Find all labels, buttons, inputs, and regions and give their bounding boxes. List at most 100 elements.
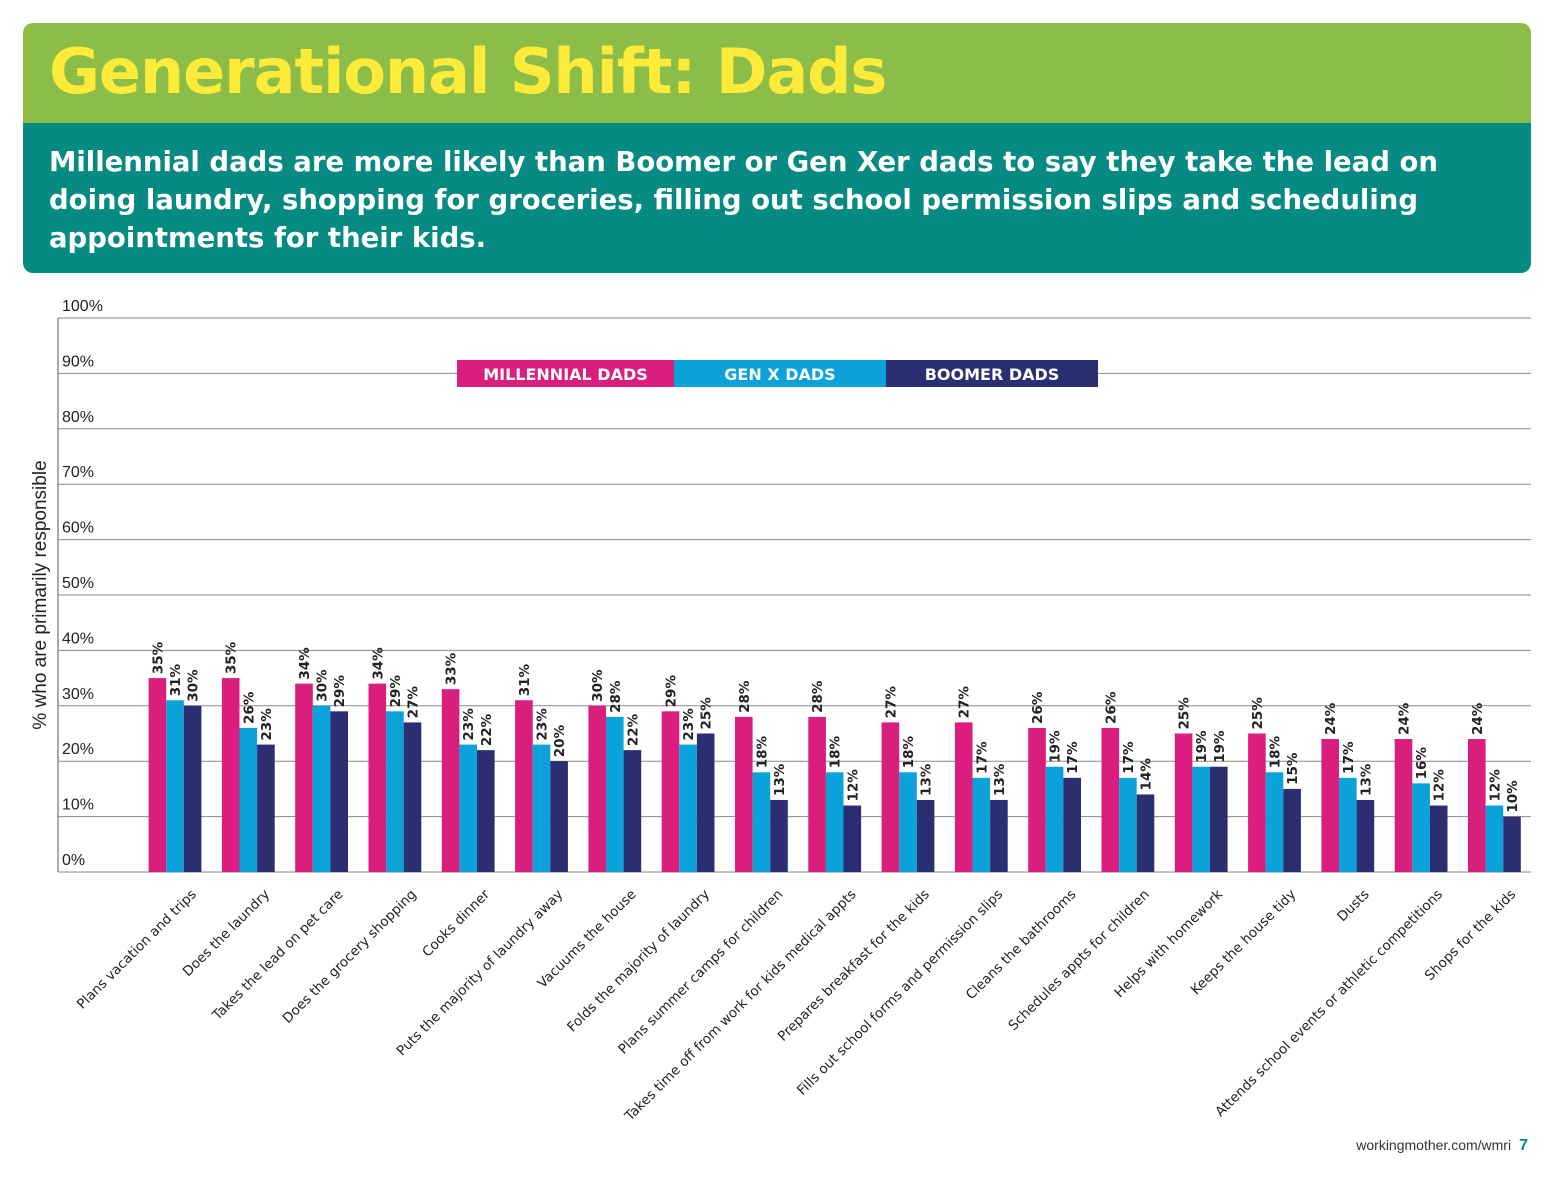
page-number: 7	[1519, 1137, 1528, 1154]
bar	[1063, 777, 1081, 872]
bar-value-label: 29%	[388, 675, 404, 708]
bar-value-label: 31%	[517, 663, 533, 696]
bar	[1283, 788, 1301, 872]
bar-value-label: 27%	[883, 686, 899, 719]
bar	[1265, 772, 1284, 872]
bar	[532, 744, 551, 872]
y-axis-title: % who are primarily responsible	[30, 460, 51, 729]
bar-value-label: 13%	[919, 763, 935, 796]
y-tick-label: 40%	[62, 630, 94, 647]
bar	[1503, 816, 1521, 872]
bar	[770, 799, 788, 872]
bar-value-label: 26%	[1103, 691, 1119, 724]
bar	[1412, 783, 1430, 872]
bar-value-label: 35%	[150, 641, 166, 674]
bar	[1321, 739, 1339, 872]
bar	[623, 750, 642, 872]
bar	[295, 683, 313, 872]
bar	[752, 772, 771, 872]
legend-swatch	[457, 360, 674, 387]
bar-value-label: 19%	[1048, 730, 1064, 763]
bar-value-label: 24%	[1323, 702, 1339, 735]
bar	[954, 722, 973, 872]
bar	[588, 705, 606, 872]
bar-value-label: 22%	[479, 713, 495, 746]
bar-value-label: 26%	[241, 691, 257, 724]
y-tick-label: 80%	[62, 409, 94, 426]
bar-value-label: 31%	[168, 663, 184, 696]
bar-value-label: 23%	[461, 708, 477, 741]
bar	[403, 722, 422, 872]
bar	[696, 733, 715, 872]
bar-value-label: 18%	[828, 735, 844, 768]
bar	[1339, 777, 1357, 872]
bar-value-label: 16%	[1414, 747, 1430, 780]
bar-value-label: 20%	[552, 724, 568, 757]
category-label: Puts the majority of laundry away	[394, 887, 567, 1060]
bar	[679, 744, 697, 872]
bar-value-label: 23%	[259, 708, 275, 741]
category-label: Attends school events or athletic compet…	[1212, 887, 1446, 1121]
category-label: Plans vacation and trips	[74, 887, 200, 1013]
bar	[386, 711, 404, 872]
page-subtitle: Millennial dads are more likely than Boo…	[49, 146, 1438, 254]
bar	[1174, 733, 1193, 872]
y-tick-label: 0%	[62, 852, 85, 869]
bar-value-label: 28%	[737, 680, 753, 713]
footer-url[interactable]: workingmother.com/wmri	[1356, 1137, 1512, 1153]
bar-value-label: 28%	[810, 680, 826, 713]
bar	[881, 722, 900, 872]
y-tick-label: 10%	[62, 797, 94, 814]
footer: workingmother.com/wmri 7	[1356, 1137, 1528, 1155]
legend-label: BOOMER DADS	[925, 365, 1060, 384]
bar	[735, 716, 753, 872]
bar-value-label: 29%	[664, 675, 680, 708]
bar-value-label: 12%	[845, 769, 861, 802]
bar-value-label: 25%	[1250, 697, 1266, 730]
bar-value-label: 18%	[901, 735, 917, 768]
bar	[166, 700, 184, 872]
bar-value-label: 15%	[1285, 752, 1301, 785]
bar-value-label: 24%	[1470, 702, 1486, 735]
category-label: Does the grocery shopping	[280, 887, 420, 1027]
bar	[1485, 805, 1504, 872]
y-tick-label: 100%	[62, 298, 103, 315]
title-band: Generational Shift: Dads	[23, 23, 1531, 123]
legend-swatch	[886, 360, 1098, 387]
bar	[257, 744, 275, 872]
bar-value-label: 17%	[1341, 741, 1357, 774]
bar-value-label: 18%	[754, 735, 770, 768]
bar-value-label: 19%	[1194, 730, 1210, 763]
bar	[477, 750, 495, 872]
bar	[368, 683, 387, 872]
y-tick-label: 90%	[62, 353, 94, 370]
bar-value-label: 24%	[1397, 702, 1413, 735]
bar-value-label: 29%	[332, 675, 348, 708]
bar	[330, 711, 348, 872]
bar	[183, 705, 202, 872]
bar-value-label: 18%	[1268, 735, 1284, 768]
bar	[1192, 766, 1210, 872]
bar-value-label: 12%	[1432, 769, 1448, 802]
bar	[239, 727, 258, 872]
bar	[459, 744, 477, 872]
bar	[221, 678, 240, 872]
bar-value-label: 17%	[974, 741, 990, 774]
bar	[843, 805, 862, 872]
bar	[312, 705, 331, 872]
bar-value-label: 10%	[1505, 780, 1521, 813]
bar	[1045, 766, 1064, 872]
bar-value-label: 23%	[681, 708, 697, 741]
bar-value-label: 35%	[224, 641, 240, 674]
category-label: Dusts	[1334, 887, 1372, 925]
bar	[990, 799, 1008, 872]
bar	[148, 678, 167, 872]
legend-label: GEN X DADS	[724, 365, 835, 384]
bar-value-label: 14%	[1139, 758, 1155, 791]
category-label: Plans summer camps for children	[615, 887, 786, 1058]
bar	[661, 711, 680, 872]
header-panel: Generational Shift: Dads Millennial dads…	[23, 23, 1531, 273]
category-label: Schedules appts for children	[1005, 887, 1152, 1034]
bar-value-label: 27%	[957, 686, 973, 719]
